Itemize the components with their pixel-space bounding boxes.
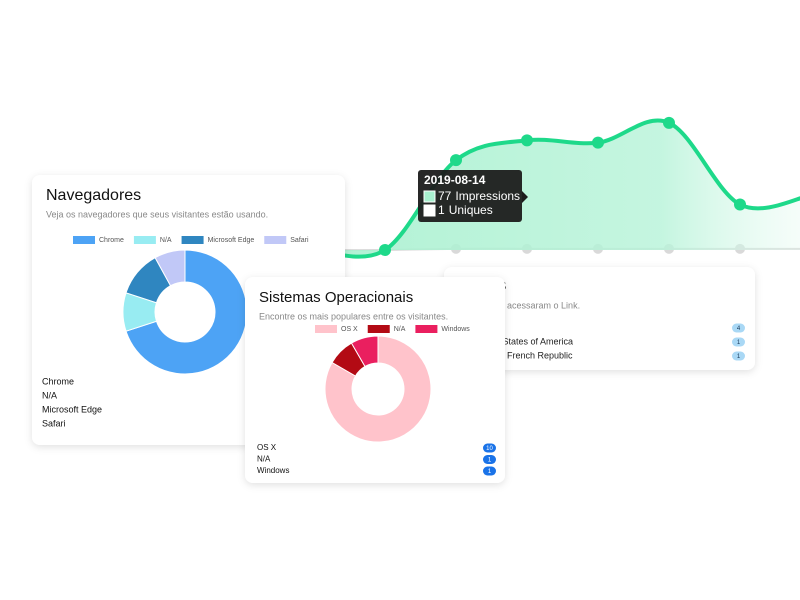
tooltip-line: 1 Uniques — [438, 203, 493, 217]
tooltip-swatch — [423, 190, 436, 203]
badge-count: 1 — [737, 340, 741, 346]
card-bg — [245, 277, 505, 483]
list-label: N/A — [42, 390, 57, 400]
tooltip-title: 2019-08-14 — [424, 173, 486, 187]
badge — [483, 466, 496, 476]
list-label: N/A — [257, 455, 271, 464]
tooltip-value: 1 — [438, 203, 445, 217]
list-label: Chrome — [42, 376, 74, 386]
card-bg — [444, 267, 755, 370]
point — [450, 154, 462, 167]
card-subtitle: Encontre os mais populares entre os visi… — [259, 311, 448, 321]
badge-count: 1 — [737, 354, 741, 360]
legend-swatch — [181, 236, 204, 244]
doughnut-segment — [154, 249, 186, 287]
point — [592, 136, 604, 149]
line — [313, 118, 800, 259]
doughnut-segment — [324, 335, 432, 443]
list-label: Microsoft Edge — [42, 404, 102, 414]
point — [379, 244, 391, 256]
card-title: Navegadores — [46, 187, 141, 204]
legend-label: Safari — [290, 237, 309, 244]
country: France, French Republic — [474, 350, 573, 360]
point — [734, 198, 746, 211]
badge — [732, 323, 745, 333]
badge — [732, 351, 745, 361]
tooltip-swatch — [423, 204, 436, 217]
card-title: Sistemas Operacionais — [259, 289, 413, 306]
list-label: Windows — [257, 466, 289, 475]
legend-swatch — [415, 325, 438, 333]
tooltip-box — [418, 170, 522, 222]
tooltip-series: Impressions — [455, 189, 520, 203]
badge — [483, 443, 496, 453]
tooltip-value: 77 — [438, 189, 452, 203]
badge — [483, 455, 496, 464]
badge-count: 10 — [486, 446, 493, 452]
legend-swatch — [73, 236, 95, 244]
badge-count: 1 — [488, 469, 492, 475]
legend-label: N/A — [394, 326, 406, 333]
legend-swatch — [367, 325, 390, 333]
tooltip-series: Uniques — [449, 203, 493, 217]
card-subtitle: Veja os navegadores que seus visitantes … — [46, 209, 268, 219]
list-label: Safari — [42, 418, 66, 428]
tooltip-line: 77 Impressions — [438, 189, 520, 203]
badge-count: 1 — [488, 458, 492, 464]
card: Sistemas Operacionais Encontre os mais po… — [245, 277, 505, 483]
legend-swatch — [133, 236, 156, 244]
legend-swatch — [264, 236, 287, 244]
card-subtitle: Paises que acessaram o Link. — [460, 300, 580, 310]
doughnut-segment — [125, 249, 248, 375]
point — [521, 134, 533, 147]
legend-label: Chrome — [99, 237, 124, 244]
list-label: OS X — [257, 443, 277, 452]
card: LocaisPaises que acessaram o Link.Brazil… — [444, 267, 755, 370]
area — [314, 120, 800, 257]
tooltip-pointer — [522, 191, 528, 203]
badge — [732, 337, 745, 347]
legend-label: Windows — [441, 326, 470, 333]
country: United States of America — [474, 336, 573, 346]
badge-count: 4 — [737, 326, 741, 332]
legend-label: Microsoft Edge — [208, 237, 255, 244]
doughnut-segment — [350, 335, 379, 368]
point — [663, 116, 675, 129]
legend-label: OS X — [341, 326, 358, 333]
legend-swatch — [315, 325, 337, 333]
legend-label: N/A — [160, 237, 172, 244]
